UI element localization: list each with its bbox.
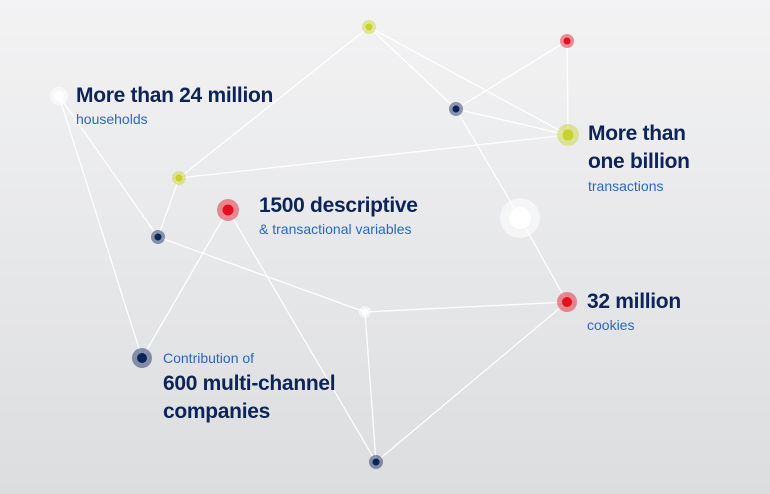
companies-title-line2: companies [163,400,271,423]
companies-label: Contribution of 600 multi-channel compan… [163,349,336,426]
node-companies [132,348,152,368]
node-bigWhite [500,198,540,238]
edge-cookies-whiteMid [364,301,568,313]
nodes [50,20,579,469]
node-navyMid [151,230,165,244]
transactions-label: More than one billion transactions [588,120,690,195]
households-subtitle: households [76,111,148,127]
variables-title: 1500 descriptive [259,194,418,217]
edge-households-navyMid [58,95,159,238]
node-yellowTop [362,20,376,34]
transactions-title-line2: one billion [588,150,690,173]
cookies-label: 32 million cookies [587,288,681,334]
node-transactions [557,124,579,146]
edge-navySmall1-transactions [455,108,569,136]
edges [58,26,569,463]
households-label: More than 24 million households [76,82,273,128]
edge-yellowMid-transactions [178,134,569,179]
node-yellowMid [172,171,186,185]
variables-label: 1500 descriptive & transactional variabl… [259,192,418,238]
households-title: More than 24 million [76,84,274,107]
transactions-subtitle: transactions [588,178,664,194]
cookies-subtitle: cookies [587,317,635,333]
node-redTop [560,34,574,48]
cookies-title: 32 million [587,290,681,313]
node-variables [217,199,239,221]
edge-navyMid-yellowMid [157,177,180,238]
node-navyBottom [369,455,383,469]
companies-title-line1: 600 multi-channel [163,372,336,395]
edge-yellowMid-yellowTop [178,26,370,179]
edge-navyMid-whiteMid [157,236,366,313]
edge-cookies-navyBottom [375,301,568,463]
edge-redTop-navySmall1 [455,40,568,110]
edge-navySmall1-bigWhite [455,108,521,219]
transactions-title-line1: More than [588,122,686,145]
edge-households-companies [58,95,143,359]
edge-variables-navyBottom [227,209,377,463]
node-whiteMid [359,306,371,318]
edge-yellowTop-transactions [368,26,569,136]
node-navySmall1 [449,102,463,116]
node-cookies [557,292,577,312]
edge-variables-companies [141,209,229,359]
variables-subtitle: & transactional variables [259,221,412,237]
companies-pretext: Contribution of [163,350,255,366]
edge-yellowTop-navySmall1 [368,26,457,110]
node-households [50,87,68,105]
edge-redTop-transactions [566,40,569,136]
edge-whiteMid-navyBottom [364,311,377,463]
